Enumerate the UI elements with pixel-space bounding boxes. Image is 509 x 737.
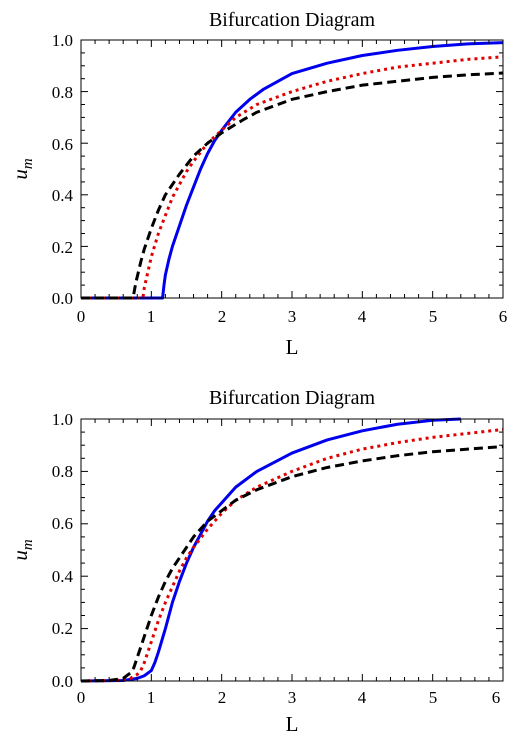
y-tick-labels: 0.0 0.2 0.4 0.6 0.8 1.0	[52, 410, 74, 691]
panel-bottom: Bifurcation Diagram 0.0 0.2 0.4 0.6 0.8 …	[8, 387, 504, 736]
plot-area	[80, 417, 504, 683]
y-tick-label: 0.6	[52, 135, 73, 154]
y-axis-label: um	[8, 539, 36, 561]
x-tick-label: 2	[218, 307, 227, 326]
plot-frame	[80, 39, 504, 299]
y-tick-label: 0.4	[52, 186, 74, 205]
x-tick-label: 3	[288, 688, 297, 707]
x-tick-label: 3	[288, 307, 297, 326]
x-tick-label: 1	[147, 688, 156, 707]
plot-area	[81, 41, 504, 300]
x-tick-labels: 0 1 2 3 4 5 6	[77, 688, 501, 707]
series-line-solid	[80, 417, 461, 683]
y-tick-label: 0.0	[52, 672, 73, 691]
x-tick-label: 0	[77, 688, 86, 707]
y-tick-label: 0.2	[52, 238, 73, 257]
x-axis-label: L	[286, 335, 299, 359]
x-tick-labels: 0 1 2 3 4 5 6	[77, 307, 508, 326]
panel-top: Bifurcation Diagram 0.0 0.2 0.4 0.6 0.8 …	[8, 9, 507, 359]
x-tick-label: 4	[358, 688, 367, 707]
y-tick-label: 1.0	[52, 410, 73, 429]
x-tick-label: 0	[77, 307, 86, 326]
y-tick-label: 0.8	[52, 462, 73, 481]
series-line-dashed	[81, 71, 504, 300]
y-tick-label: 0.6	[52, 514, 73, 533]
y-tick-label: 0.2	[52, 619, 73, 638]
series-line-dotted	[80, 427, 504, 683]
chart-title: Bifurcation Diagram	[209, 387, 375, 409]
x-tick-label: 5	[429, 688, 438, 707]
tick-marks	[80, 39, 504, 299]
x-tick-label: 5	[429, 307, 438, 326]
y-tick-labels: 0.0 0.2 0.4 0.6 0.8 1.0	[52, 31, 74, 308]
x-tick-label: 2	[218, 688, 227, 707]
y-tick-label: 0.0	[52, 289, 73, 308]
y-tick-label: 0.4	[52, 567, 74, 586]
series-line-dotted	[81, 55, 504, 300]
y-tick-label: 1.0	[52, 31, 73, 50]
tick-marks	[80, 418, 504, 682]
series-line-dashed	[80, 445, 504, 683]
plot-frame	[80, 418, 504, 682]
y-axis-label: um	[8, 158, 36, 180]
x-tick-label: 6	[499, 307, 508, 326]
x-tick-label: 1	[147, 307, 156, 326]
x-tick-label: 6	[492, 688, 501, 707]
y-tick-label: 0.8	[52, 83, 73, 102]
series-line-solid	[81, 41, 504, 300]
x-axis-label: L	[286, 712, 299, 736]
x-tick-label: 4	[358, 307, 367, 326]
chart-title: Bifurcation Diagram	[209, 9, 375, 31]
